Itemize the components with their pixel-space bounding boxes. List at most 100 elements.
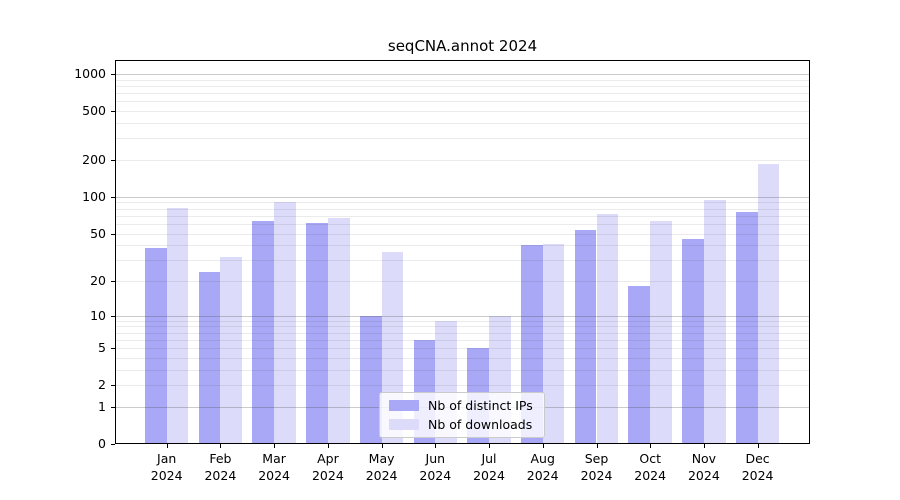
- y-tick-mark: [111, 444, 115, 445]
- legend: Nb of distinct IPs Nb of downloads: [379, 392, 545, 438]
- y-tick-label: 200: [82, 152, 106, 167]
- minor-gridline: [115, 245, 810, 247]
- bar-downloads-dec: [757, 163, 780, 444]
- y-tick-label: 5: [98, 340, 106, 356]
- bar-downloads-aug: [542, 243, 565, 444]
- minor-gridline: [115, 369, 810, 371]
- minor-gridline: [115, 202, 810, 204]
- y-tick-mark: [111, 315, 115, 317]
- y-tick-mark: [111, 406, 115, 408]
- x-tick-year-label: 2024: [204, 468, 237, 483]
- x-tick-mark: [596, 444, 598, 448]
- y-tick-mark: [111, 281, 115, 282]
- x-tick-mark: [542, 444, 544, 448]
- minor-gridline: [115, 385, 810, 387]
- legend-swatch-distinct-ips: [389, 400, 419, 411]
- legend-item-distinct-ips: Nb of distinct IPs: [389, 398, 533, 413]
- minor-gridline: [115, 111, 810, 113]
- x-tick-label: May 2024: [352, 450, 412, 484]
- minor-gridline: [115, 160, 810, 161]
- legend-label-downloads: Nb of downloads: [428, 417, 533, 432]
- y-tick-label: 0: [98, 436, 106, 451]
- x-tick-mark: [703, 444, 705, 448]
- legend-item-downloads: Nb of downloads: [389, 417, 533, 432]
- minor-gridline: [115, 357, 810, 359]
- bar-distinct-ips-dec: [735, 212, 758, 444]
- y-tick-label: 50: [90, 225, 106, 241]
- x-tick-year-label: 2024: [634, 468, 667, 483]
- x-tick-label: Dec 2024: [728, 450, 788, 484]
- bar-distinct-ips-jan: [144, 247, 167, 444]
- minor-gridline: [115, 223, 810, 225]
- bar-distinct-ips-nov: [682, 239, 704, 444]
- y-tick-mark: [111, 196, 115, 198]
- x-tick-year-label: 2024: [150, 468, 183, 483]
- y-tick-label: 10: [90, 307, 106, 323]
- bar-distinct-ips-may: [359, 315, 382, 444]
- major-gridline: [115, 315, 810, 317]
- y-tick-mark: [111, 385, 115, 387]
- legend-label-distinct-ips: Nb of distinct IPs: [428, 398, 533, 413]
- x-tick-year-label: 2024: [365, 468, 398, 483]
- x-tick-label: Nov 2024: [674, 450, 734, 484]
- x-tick-label: Feb 2024: [190, 450, 250, 484]
- minor-gridline: [115, 101, 810, 103]
- minor-gridline: [115, 79, 810, 81]
- bar-distinct-ips-mar: [252, 221, 275, 444]
- x-tick-mark: [489, 444, 490, 448]
- x-tick-year-label: 2024: [258, 468, 290, 483]
- minor-gridline: [115, 326, 810, 328]
- x-tick-label: Apr 2024: [298, 450, 358, 484]
- x-tick-label: Mar 2024: [244, 450, 304, 484]
- major-gridline: [115, 74, 810, 75]
- x-tick-label: Jun 2024: [405, 450, 465, 484]
- minor-gridline: [115, 260, 810, 262]
- minor-gridline: [115, 138, 810, 140]
- chart-title: seqCNA.annot 2024: [387, 37, 538, 55]
- x-tick-mark: [435, 444, 437, 448]
- bar-distinct-ips-sep: [574, 230, 597, 444]
- y-tick-label: 500: [82, 103, 106, 119]
- minor-gridline: [115, 281, 810, 282]
- x-tick-mark: [650, 444, 652, 448]
- x-tick-mark: [757, 444, 759, 448]
- y-tick-mark: [111, 74, 115, 75]
- minor-gridline: [115, 86, 810, 87]
- x-tick-mark: [381, 444, 383, 448]
- minor-gridline: [115, 233, 810, 235]
- bar-downloads-sep: [596, 214, 619, 444]
- x-tick-year-label: 2024: [580, 468, 613, 483]
- bar-downloads-apr: [327, 218, 350, 444]
- y-tick-mark: [111, 160, 115, 161]
- x-tick-year-label: 2024: [311, 468, 344, 483]
- bar-distinct-ips-oct: [628, 286, 651, 444]
- x-tick-year-label: 2024: [473, 468, 505, 483]
- x-tick-label: Jan 2024: [137, 450, 197, 484]
- x-tick-year-label: 2024: [419, 468, 452, 483]
- y-tick-label: 1000: [74, 66, 106, 81]
- y-tick-label: 1: [98, 398, 106, 414]
- x-tick-mark: [327, 444, 329, 448]
- bar-downloads-jan: [166, 208, 189, 444]
- x-tick-mark: [274, 444, 276, 448]
- x-tick-mark: [220, 444, 222, 448]
- major-gridline: [115, 196, 810, 198]
- y-tick-label: 20: [90, 273, 106, 288]
- minor-gridline: [115, 339, 810, 341]
- legend-swatch-downloads: [389, 419, 419, 430]
- bar-downloads-feb: [220, 256, 243, 444]
- y-tick-mark: [111, 233, 115, 235]
- x-tick-label: Sep 2024: [567, 450, 627, 484]
- minor-gridline: [115, 123, 810, 124]
- x-tick-year-label: 2024: [741, 468, 774, 483]
- minor-gridline: [115, 320, 810, 322]
- y-tick-label: 100: [82, 188, 106, 204]
- minor-gridline: [115, 332, 810, 334]
- minor-gridline: [115, 93, 810, 95]
- bar-downloads-nov: [703, 199, 726, 444]
- x-tick-year-label: 2024: [526, 468, 559, 483]
- x-tick-mark: [166, 444, 168, 448]
